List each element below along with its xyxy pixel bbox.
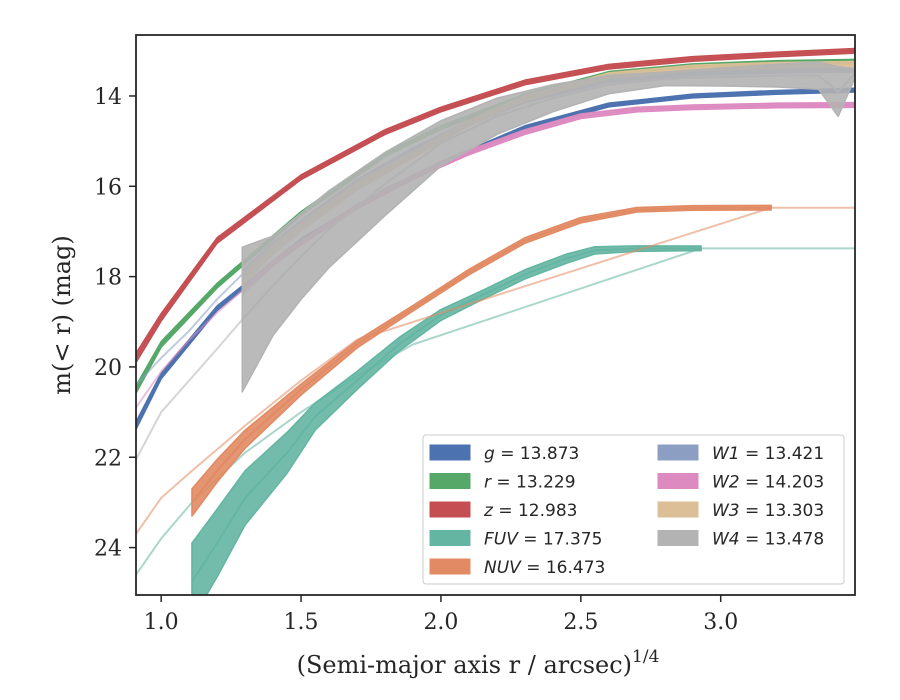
legend-label: W3 = 13.303 (712, 501, 824, 521)
legend-swatch (429, 501, 471, 518)
plot-area (136, 47, 855, 595)
x-axis-label: (Semi-major axis r / arcsec)1/4 (297, 647, 660, 679)
legend: g = 13.873 r = 13.229 z = 12.983 FUV = 17.3… (422, 434, 845, 585)
legend-entry-w2: W2 = 14.203 (657, 473, 824, 493)
x-axis: 1.0 1.5 2.0 2.5 3.0 (144, 595, 738, 635)
y-axis: 14 16 18 20 22 24 (94, 85, 136, 562)
x-tick-label: 2.5 (563, 610, 598, 635)
legend-swatch (657, 501, 699, 518)
series-z (136, 47, 855, 364)
series-nuv-line (191, 206, 772, 504)
y-tick-label: 20 (94, 356, 122, 381)
series-w4-band (241, 61, 855, 393)
series-w2-extension (136, 289, 243, 409)
legend-swatch (429, 444, 471, 461)
series-w4 (136, 61, 855, 460)
legend-swatch (657, 530, 699, 546)
legend-label: g = 13.873 (484, 444, 579, 464)
x-tick-label: 3.0 (703, 610, 738, 635)
x-tick-label: 1.0 (144, 610, 179, 635)
legend-swatch (429, 530, 471, 546)
legend-swatch (429, 558, 471, 575)
legend-swatch (657, 444, 699, 461)
legend-entry-nuv: NUV = 16.473 (429, 558, 605, 578)
legend-entry-w1: W1 = 13.421 (657, 444, 824, 464)
series-nuv-extension (136, 206, 855, 535)
legend-swatch (429, 473, 471, 489)
legend-entry-w4: W4 = 13.478 (657, 530, 824, 550)
y-tick-label: 16 (94, 175, 122, 200)
legend-label: z = 12.983 (483, 501, 577, 521)
series-fuv (136, 245, 855, 595)
legend-label: W1 = 13.421 (712, 444, 824, 464)
legend-entry-w3: W3 = 13.303 (657, 501, 824, 521)
y-tick-label: 18 (94, 266, 122, 291)
series-nuv (136, 204, 855, 535)
y-tick-label: 14 (94, 85, 122, 110)
series-fuv-band (191, 245, 702, 595)
series-w1-extension (136, 273, 244, 386)
x-tick-label: 1.5 (284, 610, 319, 635)
series-w4-extension (136, 318, 244, 460)
legend-entry-z: z = 12.983 (429, 501, 577, 521)
y-tick-label: 24 (94, 537, 122, 562)
y-axis-label: m(< r) (mag) (48, 235, 76, 394)
legend-label: NUV = 16.473 (484, 558, 605, 578)
axes-frame (135, 34, 856, 596)
series-z-line (136, 49, 855, 359)
series-fuv-line (191, 247, 702, 583)
series-nuv-band (191, 204, 772, 517)
legend-entry-fuv: FUV = 17.375 (429, 530, 602, 550)
legend-swatch (657, 473, 699, 489)
legend-entry-r: r = 13.229 (429, 473, 576, 493)
legend-label: r = 13.229 (484, 473, 576, 493)
series-z-band (136, 47, 855, 364)
y-tick-label: 22 (94, 446, 122, 471)
x-tick-label: 2.0 (423, 610, 458, 635)
legend-entry-g: g = 13.873 (429, 444, 579, 464)
series-w4-line (241, 72, 855, 321)
legend-label: W4 = 13.478 (712, 530, 824, 550)
legend-label: W2 = 14.203 (712, 473, 824, 493)
legend-label: FUV = 17.375 (484, 530, 602, 550)
